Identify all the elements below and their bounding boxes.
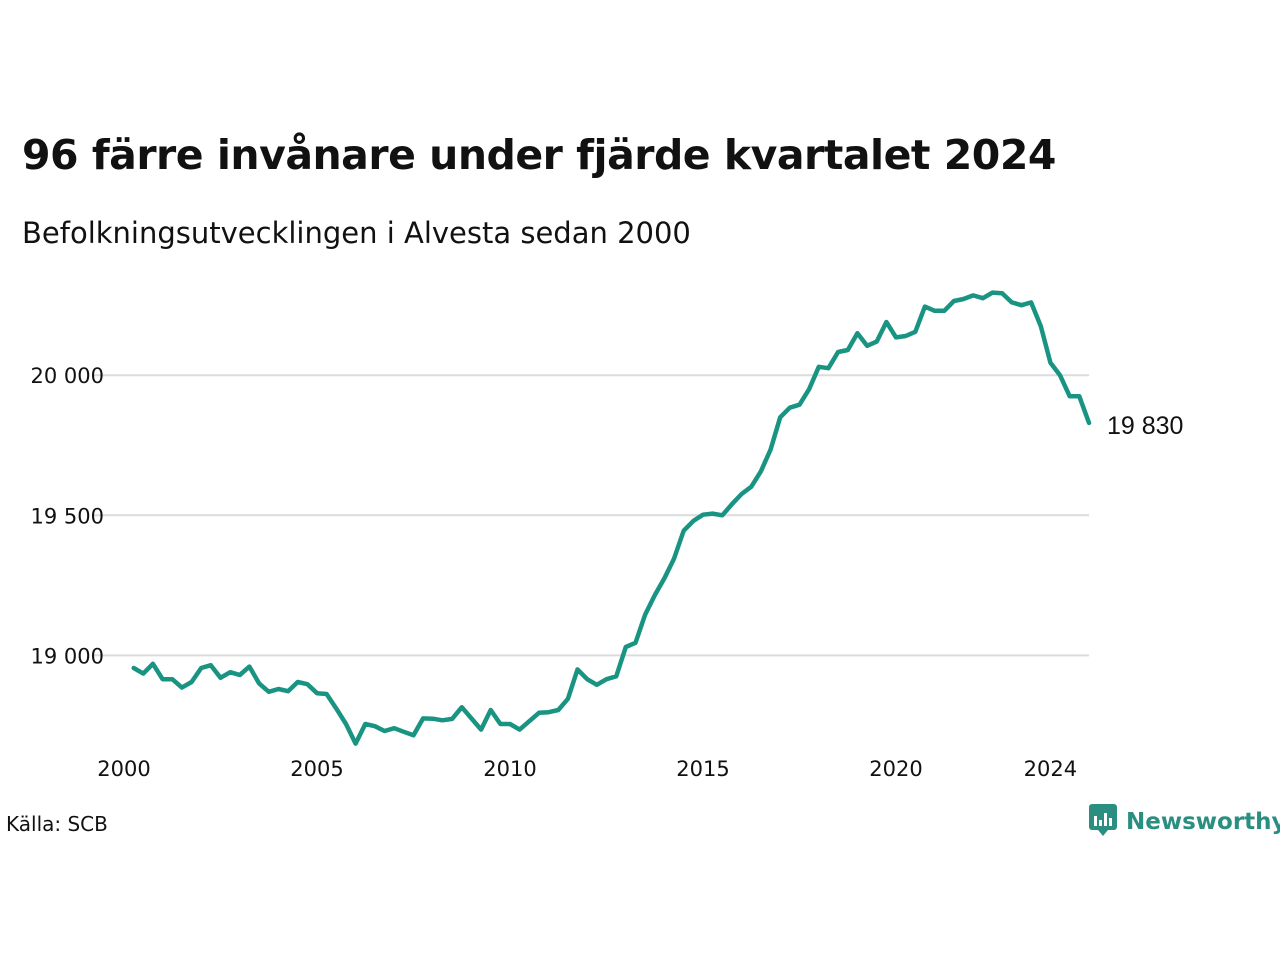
end-value-label: 19 830: [1107, 412, 1183, 440]
x-tick-label: 2005: [290, 757, 343, 781]
y-tick-label: 19 000: [31, 644, 104, 668]
brand-logo[interactable]: Newsworthy: [1088, 803, 1280, 841]
x-tick-label: 2010: [483, 757, 536, 781]
x-tick-label: 2020: [869, 757, 922, 781]
x-tick-label: 2015: [676, 757, 729, 781]
x-axis-tick-labels: 2000 2005 2010 2015 2020 2024: [97, 757, 1077, 781]
y-axis-tick-labels: 19 000 19 500 20 000: [31, 364, 104, 668]
newsworthy-logo-icon: [1088, 803, 1118, 841]
source-note: Källa: SCB: [6, 812, 108, 836]
x-tick-label: 2024: [1024, 757, 1077, 781]
x-tick-label: 2000: [97, 757, 150, 781]
gridlines: [94, 374, 1089, 657]
y-tick-label: 19 500: [31, 504, 104, 528]
chart-title: 96 färre invånare under fjärde kvartalet…: [22, 131, 1056, 179]
chart-subtitle: Befolkningsutvecklingen i Alvesta sedan …: [22, 216, 691, 250]
y-tick-label: 20 000: [31, 364, 104, 388]
series-line: [131, 290, 1092, 746]
brand-name: Newsworthy: [1126, 809, 1280, 835]
